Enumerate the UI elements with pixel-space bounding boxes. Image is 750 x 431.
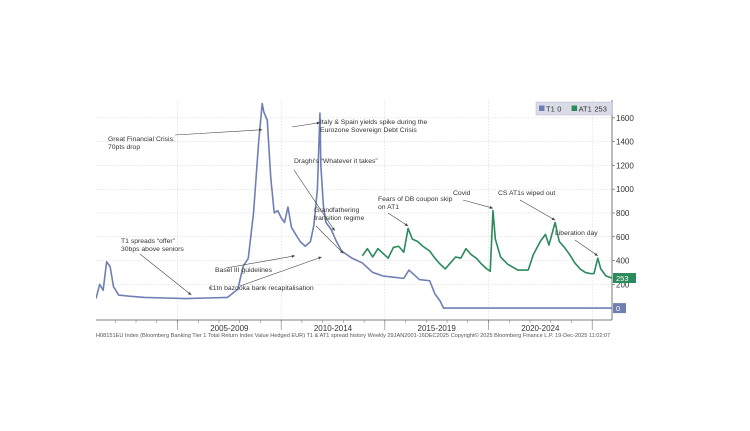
series-line-t1 (96, 102, 612, 309)
annotation-arrow (574, 239, 598, 257)
annotation-label: Covid (453, 190, 471, 197)
y-tick-label: 1000 (616, 185, 634, 194)
y-tick-label: 400 (616, 257, 630, 266)
series-line-at1 (361, 209, 612, 279)
y-tick-label: 1600 (616, 114, 634, 123)
annotation-arrow (225, 255, 296, 269)
annotation-label: €1tn bazooka bank recapitalisation (209, 285, 314, 292)
annotation-label: Draghi's “Whatever it takes” (294, 158, 378, 165)
y-tick-label: 600 (616, 233, 630, 242)
x-axis: 2005-2009 2010-2014 2015-2019 2020-2024 (96, 319, 612, 333)
last-value-box (613, 273, 636, 284)
last-value-text: 0 (616, 304, 620, 313)
last-value-text: 253 (616, 274, 629, 283)
legend-swatch-at1 (571, 105, 578, 111)
annotation-arrowhead (340, 250, 344, 254)
last-value-box (613, 303, 626, 314)
y-tick-label: 1400 (616, 138, 634, 147)
annotation-arrow (519, 199, 556, 221)
annotation-label: Fears of DB coupon skip (378, 196, 453, 203)
annotation-label: Eurozone Sovereign Debt Crisis (320, 127, 417, 134)
annotation-arrowhead (331, 227, 335, 231)
annotation-label: transition regime (314, 215, 364, 222)
annotation-arrowhead (594, 252, 598, 256)
annotation-arrowhead (404, 223, 409, 227)
annotations: Great Financial Crisis:70pts drop T1 spre… (108, 119, 598, 296)
annotation-arrow (239, 256, 322, 287)
annotation-label: on AT1 (378, 204, 399, 211)
annotation-label: Basel III guidelines (215, 267, 273, 274)
annotation-label: 70pts drop (108, 144, 140, 151)
legend: T1 0 AT1 253 (535, 101, 613, 116)
grid-lines (96, 100, 612, 320)
plot-background (96, 100, 612, 320)
annotation-label: Great Financial Crisis: (108, 136, 175, 143)
x-tick-label: 2010-2014 (314, 324, 353, 333)
annotation-label: Grandfathering (314, 207, 360, 214)
annotation-label: Liberation day (555, 230, 598, 237)
annotation-arrow (291, 122, 320, 128)
legend-name: T1 (546, 105, 555, 114)
annotation-arrowhead (187, 291, 192, 296)
x-tick-label: 2015-2019 (418, 324, 457, 333)
y-tick-label: 1200 (616, 161, 634, 170)
legend-swatch-t1 (539, 105, 545, 111)
series-layer (96, 102, 612, 309)
annotation-arrowhead (291, 254, 295, 258)
y-tick-label: 200 (616, 280, 630, 289)
annotation-arrowhead (316, 121, 320, 125)
annotation-label: CS AT1s wiped out (498, 190, 555, 197)
y-axis: 200 400 600 800 1000 1200 1400 1600 (611, 100, 634, 320)
annotation-arrowhead (258, 128, 263, 132)
annotation-label: 30bps above seniors (121, 246, 184, 253)
annotation-arrow (387, 212, 409, 227)
annotation-arrow (139, 253, 192, 296)
annotation-label: T1 spreads “offer” (121, 238, 176, 245)
legend-name: AT1 (579, 105, 592, 114)
annotation-arrowhead (318, 256, 322, 260)
x-tick-label: 2020-2024 (521, 324, 560, 333)
annotation-arrow (462, 199, 494, 209)
annotation-arrowhead (551, 217, 556, 221)
y-tick-label: 800 (616, 209, 630, 218)
x-tick-label: 2005-2009 (210, 324, 249, 333)
annotation-arrow (315, 225, 344, 254)
annotation-arrow (174, 129, 263, 136)
annotation-arrowhead (489, 205, 493, 209)
last-value-labels: 253 0 (613, 273, 636, 314)
legend-value: 0 (557, 105, 561, 114)
chart-footer: H08151EU Index (Bloomberg Banking Tier 1… (96, 333, 611, 339)
legend-value: 253 (594, 105, 607, 114)
annotation-arrow (293, 169, 335, 231)
annotation-label: Italy & Spain yields spike during the (320, 119, 428, 126)
